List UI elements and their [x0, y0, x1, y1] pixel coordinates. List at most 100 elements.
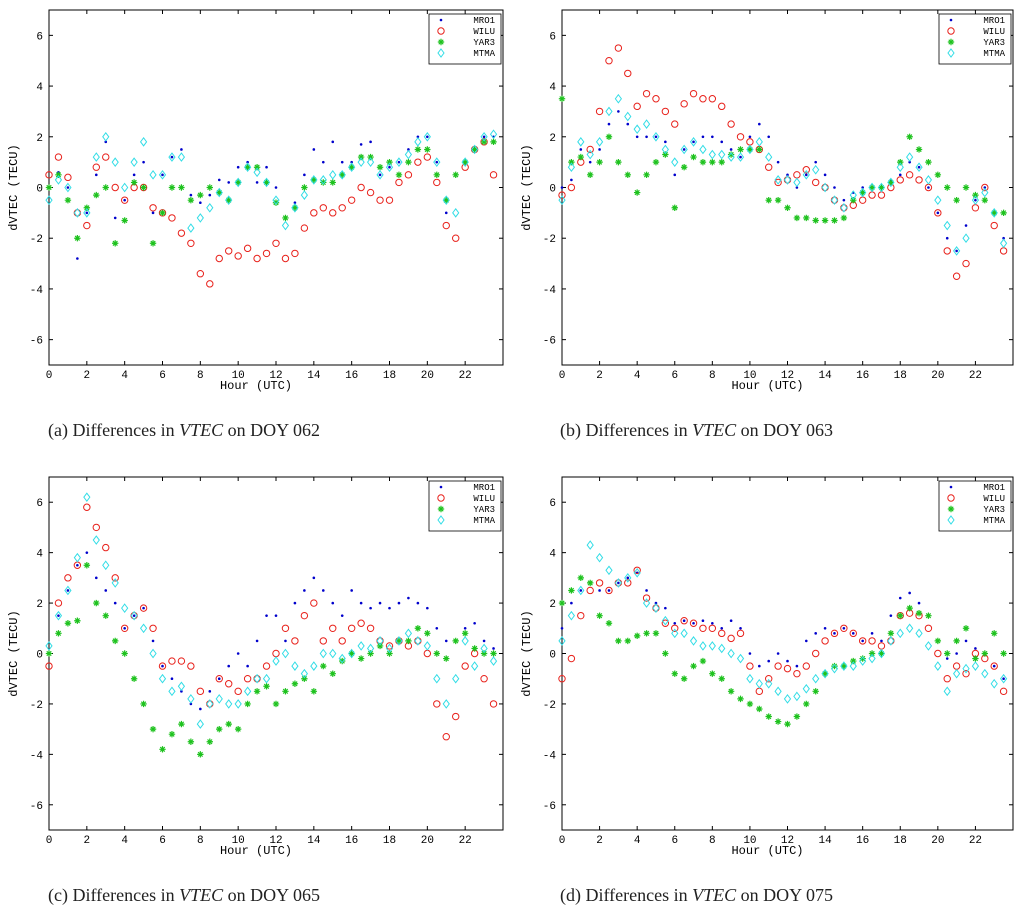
caption-d-var: VTEC	[692, 885, 737, 905]
data-point	[558, 95, 566, 102]
data-point	[783, 664, 792, 673]
data-point	[831, 217, 838, 224]
data-point	[121, 650, 128, 657]
data-point	[758, 664, 761, 668]
data-point	[300, 611, 309, 620]
data-point	[64, 585, 72, 596]
data-point	[234, 687, 242, 696]
data-point	[284, 639, 287, 643]
data-point	[246, 664, 249, 668]
data-point	[577, 611, 585, 620]
data-point	[331, 140, 335, 144]
data-point	[255, 181, 259, 184]
data-point	[699, 158, 707, 166]
y-tick-label: -6	[30, 336, 43, 348]
data-point	[962, 233, 970, 244]
data-point	[236, 652, 240, 655]
data-point	[643, 630, 650, 637]
data-point	[132, 614, 136, 617]
data-point	[887, 177, 895, 188]
data-point	[737, 695, 744, 703]
data-point	[765, 678, 773, 689]
caption-a-prefix: (a) Differences in	[48, 420, 180, 440]
data-point	[774, 662, 782, 670]
data-point	[560, 186, 564, 189]
data-point	[482, 135, 486, 139]
data-point	[112, 240, 119, 247]
data-point	[94, 173, 98, 177]
data-point	[690, 662, 697, 670]
data-point	[291, 202, 299, 213]
data-point	[718, 629, 726, 638]
chart-panel-3: 0 2 4 6 8 10 12 14 16 18 20 22 -6 -4 -2 0 2 4 6 Hour (UTC) d…	[7, 476, 504, 858]
data-point	[830, 663, 839, 674]
data-point	[461, 636, 469, 646]
data-point	[917, 165, 921, 169]
data-point	[774, 175, 782, 185]
data-point	[633, 566, 641, 574]
data-point	[206, 699, 214, 709]
caption-c-var: VTEC	[179, 885, 224, 905]
data-point	[480, 138, 488, 146]
data-point	[595, 107, 604, 116]
data-point	[849, 661, 857, 671]
data-point	[310, 175, 318, 185]
data-point	[633, 189, 641, 196]
data-point	[168, 686, 176, 697]
data-point	[139, 137, 148, 147]
data-point	[480, 650, 488, 657]
x-tick-label: 14	[307, 370, 321, 382]
legend-label: MTMA	[473, 516, 495, 526]
data-point	[896, 162, 904, 173]
data-point	[180, 148, 183, 151]
data-point	[366, 643, 375, 654]
data-point	[756, 705, 763, 713]
data-point	[936, 211, 940, 215]
y-tick-label: -2	[543, 234, 556, 246]
legend-label: MRO1	[983, 16, 1005, 26]
data-point	[906, 133, 913, 140]
data-point	[971, 661, 980, 671]
data-point	[64, 196, 72, 204]
legend-label: MRO1	[983, 483, 1005, 493]
data-point	[671, 624, 679, 632]
data-point	[896, 628, 904, 639]
data-point	[711, 135, 714, 139]
data-point	[586, 145, 594, 154]
data-point	[680, 617, 688, 625]
data-point	[357, 183, 365, 192]
data-point	[614, 93, 622, 104]
data-point	[216, 725, 223, 733]
data-point	[720, 140, 724, 144]
data-point	[121, 182, 129, 193]
data-point	[727, 120, 735, 128]
data-point	[407, 148, 410, 151]
x-tick-label: 22	[969, 835, 982, 847]
series-mro1	[560, 571, 1005, 681]
data-point	[736, 152, 745, 162]
data-point	[158, 673, 167, 684]
data-point	[378, 173, 382, 177]
data-point	[388, 606, 391, 610]
data-point	[586, 586, 594, 595]
data-point	[329, 648, 337, 659]
data-point	[319, 648, 327, 659]
data-point	[643, 171, 650, 179]
data-point	[897, 612, 904, 619]
legend-label: MTMA	[473, 49, 495, 59]
data-point	[215, 187, 223, 198]
x-tick-label: 2	[84, 835, 91, 847]
legend-marker	[947, 27, 955, 35]
data-point	[934, 661, 942, 671]
data-point	[605, 133, 613, 140]
data-point	[689, 636, 698, 646]
x-tick-label: 4	[634, 835, 641, 847]
data-point	[426, 135, 429, 139]
data-point	[262, 177, 271, 188]
data-point	[654, 601, 658, 605]
data-point	[577, 137, 585, 147]
data-point	[624, 637, 631, 645]
data-point	[849, 190, 857, 200]
